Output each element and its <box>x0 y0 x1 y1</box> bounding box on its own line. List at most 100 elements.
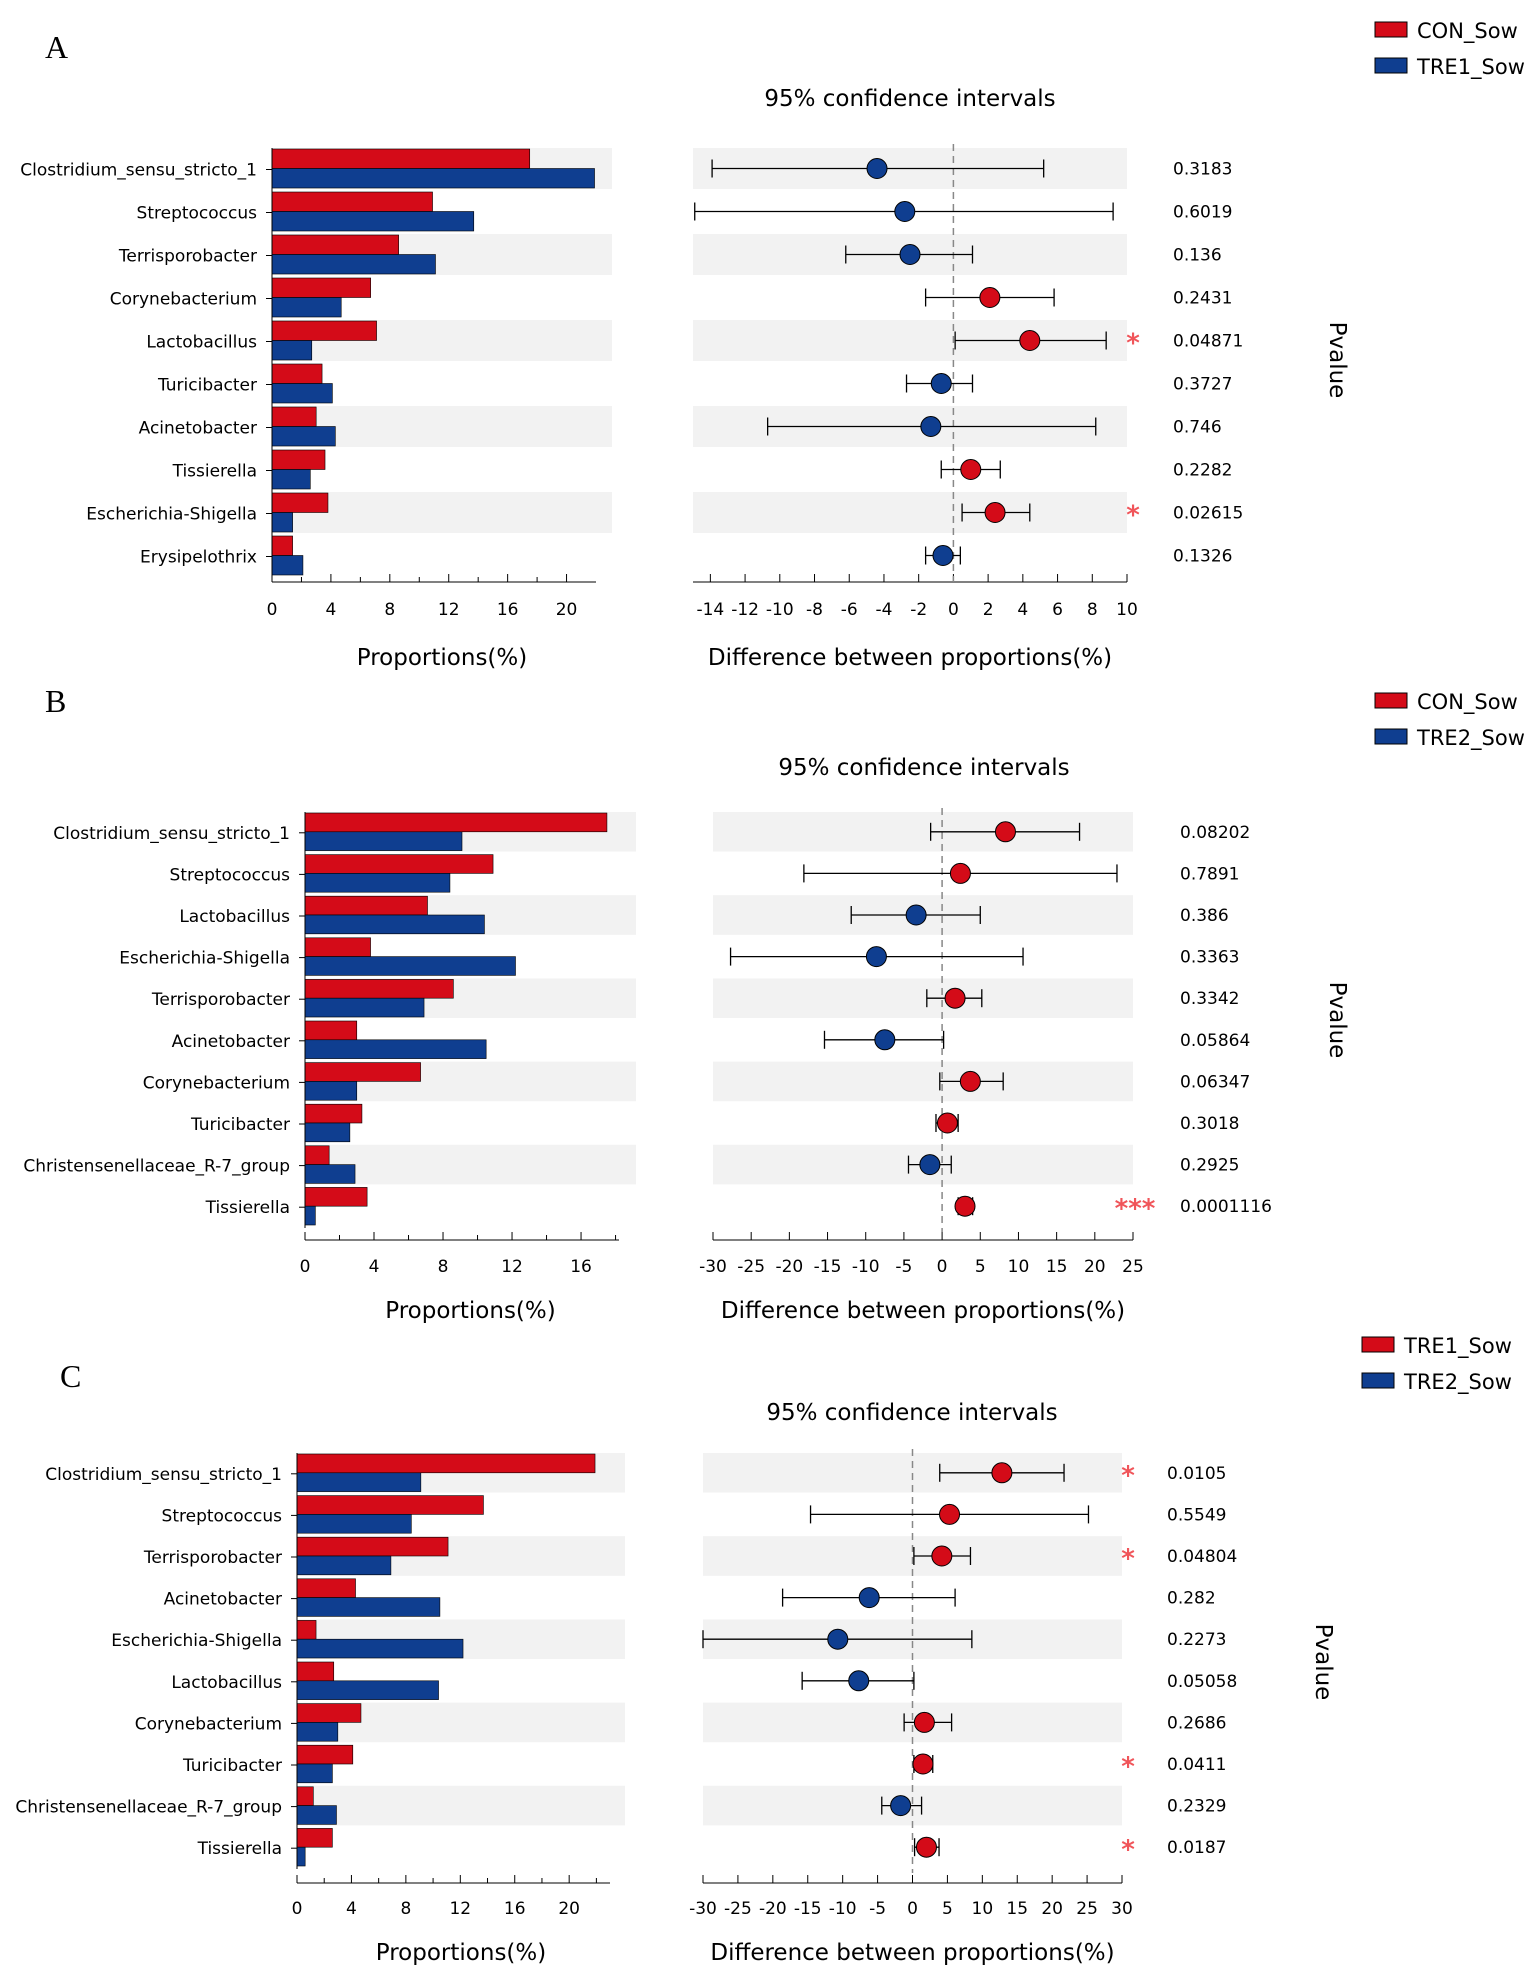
bar-x-tick-label: 16 <box>570 1257 592 1277</box>
bar-tre2-sow <box>296 1597 441 1617</box>
category-label: Streptococcus <box>170 865 291 885</box>
category-label: Christensenellaceae_R-7_group <box>15 1798 282 1818</box>
legend-swatch <box>1374 21 1408 38</box>
ci-x-tick-label: 15 <box>1006 1899 1028 1919</box>
row-stripe <box>305 1144 636 1185</box>
ci-x-tick-label: 5 <box>942 1899 953 1919</box>
bar-x-tick-label: 16 <box>504 1899 526 1919</box>
bar-tre2-sow <box>296 1805 337 1825</box>
bar-tre2-sow <box>304 914 485 935</box>
bar-x-tick-label: 0 <box>292 1899 303 1919</box>
ci-x-tick-label: -20 <box>775 1257 803 1277</box>
ci-x-tick-label: 25 <box>1122 1257 1144 1277</box>
bar-x-label: Proportions(%) <box>385 1298 555 1324</box>
bar-tre2-sow <box>296 1638 464 1659</box>
bar-tre1-sow <box>296 1786 314 1806</box>
ci-x-tick-label: -25 <box>737 1257 765 1277</box>
p-value: 0.282 <box>1167 1589 1216 1609</box>
bar-x-tick-label: 4 <box>346 1899 357 1919</box>
bar-con-sow <box>304 895 428 916</box>
ci-x-tick-label: -10 <box>766 600 794 620</box>
p-value: 0.02615 <box>1173 504 1243 524</box>
ci-point <box>866 158 888 179</box>
ci-x-tick-label: -8 <box>806 600 823 620</box>
category-label: Erysipelothrix <box>140 548 257 568</box>
category-label: Clostridium_sensu_stricto_1 <box>53 824 290 844</box>
category-label: Acinetobacter <box>164 1590 282 1610</box>
bar-con-sow <box>304 937 371 957</box>
ci-title: 95% confidence intervals <box>764 86 1055 112</box>
ci-x-tick-label: 20 <box>1041 1899 1063 1919</box>
bar-tre2-sow <box>296 1722 339 1742</box>
ci-point <box>959 1070 981 1092</box>
p-value: 0.05864 <box>1180 1031 1250 1051</box>
pvalue-label: Pvalue <box>1310 1624 1336 1701</box>
category-label: Christensenellaceae_R-7_group <box>23 1157 290 1177</box>
row-stripe <box>297 1785 625 1826</box>
bar-x-tick-label: 20 <box>556 600 578 620</box>
pvalue-label: Pvalue <box>1324 322 1350 399</box>
ci-x-tick-label: -6 <box>841 600 858 620</box>
bar-tre1-sow <box>271 211 475 232</box>
category-label: Escherichia-Shigella <box>86 505 257 525</box>
bar-tre2-sow <box>296 1514 412 1534</box>
p-value: 0.5549 <box>1167 1505 1226 1525</box>
category-label: Lactobacillus <box>146 333 257 353</box>
bar-x-tick-label: 20 <box>558 1899 580 1919</box>
ci-point <box>919 1154 941 1176</box>
significance-star: *** <box>1115 1194 1156 1224</box>
ci-point <box>930 373 952 394</box>
ci-x-tick-label: 4 <box>1017 600 1028 620</box>
bar-x-label: Proportions(%) <box>376 1940 546 1966</box>
bar-tre2-sow <box>296 1846 306 1867</box>
bar-tre2-sow <box>304 997 425 1018</box>
ci-point <box>899 244 921 265</box>
p-value: 0.2329 <box>1167 1797 1226 1817</box>
p-value: 0.05058 <box>1167 1672 1237 1692</box>
p-value: 0.3342 <box>1180 989 1239 1009</box>
bar-x-tick-label: 12 <box>501 1257 523 1277</box>
panel-b: B CON_Sow TRE2_Sow 95% confidence intervals… <box>23 683 1525 1324</box>
bar-x-tick-label: 4 <box>325 600 336 620</box>
ci-x-tick-label: -15 <box>814 1257 842 1277</box>
ci-point <box>913 1711 935 1733</box>
bar-tre1-sow <box>271 168 595 189</box>
bar-x-tick-label: 12 <box>438 600 460 620</box>
ci-point <box>848 1670 870 1692</box>
ci-point <box>920 416 942 437</box>
bar-con-sow <box>304 812 608 833</box>
bar-x-tick-label: 0 <box>267 600 278 620</box>
ci-x-tick-label: -4 <box>875 600 892 620</box>
bar-tre1-sow <box>296 1495 484 1515</box>
ci-point <box>960 459 982 480</box>
panel-letter: A <box>45 29 68 65</box>
bar-x-tick-label: 16 <box>497 600 519 620</box>
category-label: Terrisporobacter <box>143 1548 282 1568</box>
bar-x-tick-label: 8 <box>400 1899 411 1919</box>
ci-x-tick-label: 0 <box>948 600 959 620</box>
row-stripe <box>272 492 612 533</box>
bar-tre2-sow <box>304 1081 358 1101</box>
p-value: 0.04804 <box>1167 1547 1237 1567</box>
ci-point <box>949 862 971 884</box>
p-value: 0.746 <box>1173 418 1222 438</box>
bar-tre1-sow <box>271 383 333 404</box>
p-value: 0.08202 <box>1180 823 1250 843</box>
bar-con-sow <box>304 1020 358 1041</box>
ci-x-label: Difference between proportions(%) <box>708 645 1112 671</box>
ci-title: 95% confidence intervals <box>778 755 1069 781</box>
ci-x-tick-label: 10 <box>1116 600 1138 620</box>
p-value: 0.7891 <box>1180 864 1239 884</box>
ci-point <box>939 1503 961 1525</box>
p-value: 0.0187 <box>1167 1838 1226 1858</box>
p-value: 0.06347 <box>1180 1072 1250 1092</box>
panel-a: A CON_Sow TRE1_Sow 95% confidence intervals… <box>20 19 1525 671</box>
p-value: 0.3363 <box>1180 948 1239 968</box>
bar-con-sow <box>304 1187 368 1207</box>
ci-point <box>1019 330 1041 351</box>
ci-x-tick-label: -2 <box>910 600 927 620</box>
legend-label: CON_Sow <box>1417 690 1518 715</box>
bar-con-sow <box>271 148 531 169</box>
bar-tre2-sow <box>304 1205 316 1226</box>
